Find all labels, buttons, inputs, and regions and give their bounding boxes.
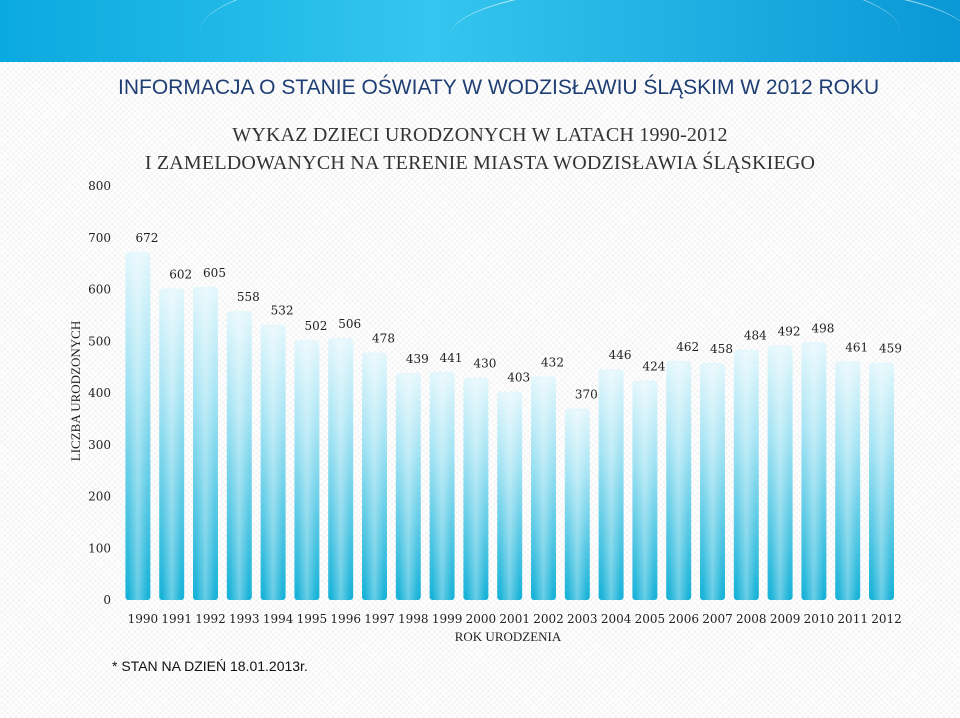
y-tick-label: 300 [88,438,111,452]
bar-highlight [297,342,317,600]
y-tick-label: 800 [88,179,111,193]
x-tick-label: 1992 [195,612,226,626]
x-tick-label: 2002 [533,612,564,626]
x-tick-label: 1995 [297,612,328,626]
data-label: 498 [811,321,834,335]
bar-highlight [635,382,655,600]
bar-highlight [432,373,452,600]
y-tick-label: 700 [88,231,111,245]
data-label: 492 [778,324,801,338]
data-label: 558 [237,290,260,304]
x-tick-label: 2003 [567,612,598,626]
x-tick-label: 2009 [770,612,801,626]
y-tick-label: 200 [88,490,111,504]
bar-highlight [500,393,520,600]
y-tick-label: 0 [103,593,111,607]
data-label: 403 [507,370,530,384]
bar-highlight [838,363,858,600]
bars [125,252,894,601]
data-label: 484 [744,329,767,343]
bar-highlight [736,351,756,600]
data-label: 439 [406,352,429,366]
x-tick-label: 2004 [601,612,632,626]
bar-highlight [872,364,891,600]
x-tick-label: 1998 [398,612,429,626]
bar-highlight [703,364,722,600]
y-axis-ticks: 0 100 200 300 400 500 600 700 800 [88,179,111,607]
data-label: 602 [169,267,192,281]
chart-title-line1: WYKAZ DZIECI URODZONYCH W LATACH 1990-20… [232,124,728,146]
page-title: INFORMACJA O STANIE OŚWIATY W WODZISŁAWI… [118,76,880,99]
bar-highlight [128,254,148,601]
data-label: 370 [575,388,598,402]
chart-title-line2: I ZAMELDOWANYCH NA TERENIE MIASTA WODZIS… [144,152,816,174]
data-label: 478 [372,332,395,346]
data-label: 462 [676,340,699,354]
bar-highlight [398,374,418,600]
x-axis-title: ROK URODZENIA [455,629,562,644]
bar-highlight [804,344,824,600]
data-label: 502 [304,319,327,333]
data-label: 441 [440,351,463,365]
header-band [0,0,960,62]
x-tick-label: 2011 [837,612,868,626]
data-label: 461 [845,340,868,354]
x-tick-label: 2006 [668,612,699,626]
x-tick-label: 2001 [499,612,530,626]
x-axis-ticks: 1990 1991 1992 1993 1994 1995 1996 1997 1998 1999… [128,612,902,626]
bar-highlight [229,313,249,600]
y-tick-label: 500 [88,334,111,348]
x-tick-label: 1991 [161,612,192,626]
data-label: 430 [473,356,496,370]
data-label: 459 [879,341,902,355]
x-tick-label: 1993 [229,612,260,626]
y-tick-label: 400 [88,386,111,400]
y-tick-label: 600 [88,283,111,297]
data-label: 424 [642,360,665,374]
bar-highlight [263,326,283,600]
x-tick-label: 1997 [364,612,395,626]
data-label: 532 [271,304,294,318]
x-tick-label: 2005 [635,612,666,626]
y-tick-label: 100 [88,541,111,555]
x-tick-label: 1994 [263,612,294,626]
bar-highlight [669,362,689,600]
bar-highlight [162,290,182,600]
x-tick-label: 1996 [330,612,361,626]
bar-highlight [567,410,587,600]
data-label: 605 [203,266,226,280]
x-tick-label: 2007 [702,612,733,626]
y-axis-title: LICZBA URODZONYCH [68,321,83,461]
data-label: 672 [135,231,158,245]
x-tick-label: 1990 [128,612,159,626]
x-tick-label: 2010 [804,612,835,626]
data-label: 432 [541,355,564,369]
data-label: 446 [609,348,632,362]
bar-highlight [331,340,351,600]
x-tick-label: 2000 [466,612,497,626]
x-tick-label: 2008 [736,612,767,626]
footnote: * STAN NA DZIEŃ 18.01.2013r. [112,658,308,674]
bar-highlight [770,347,790,600]
x-tick-label: 1999 [432,612,463,626]
bar-highlight [365,354,384,600]
x-tick-label: 2012 [871,612,902,626]
bar-highlight [601,371,621,600]
bar-highlight [466,379,486,600]
bar-highlight [534,378,553,600]
data-label: 506 [338,317,361,331]
data-label: 458 [710,342,733,356]
data-labels: 672 602 605 558 532 502 506 478 439 441 430 403 432 3… [135,231,902,401]
bar-highlight [196,288,215,600]
